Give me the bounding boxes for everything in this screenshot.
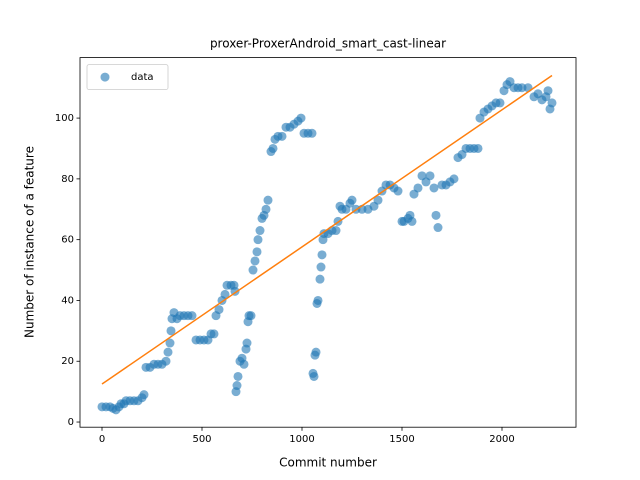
data-point — [316, 262, 326, 272]
data-point — [255, 226, 265, 236]
y-tick-label: 60 — [61, 235, 74, 246]
y-tick-label: 40 — [61, 295, 74, 306]
data-point — [523, 83, 533, 93]
data-point — [220, 289, 230, 299]
data-point — [166, 326, 176, 336]
data-point — [309, 371, 319, 381]
legend-box — [86, 64, 169, 90]
data-point — [248, 265, 258, 275]
legend-label: data — [131, 72, 154, 83]
data-point — [543, 86, 553, 96]
data-point — [239, 359, 249, 369]
data-point — [317, 250, 327, 260]
data-point — [246, 311, 256, 321]
data-point — [253, 235, 263, 245]
x-axis-label: Commit number — [279, 456, 377, 470]
data-point — [261, 204, 271, 214]
data-point — [187, 311, 197, 321]
x-tick-label: 1500 — [389, 434, 414, 445]
y-tick-label: 100 — [55, 113, 74, 124]
data-point — [311, 347, 321, 357]
data-point — [268, 143, 278, 153]
plot-frame — [79, 57, 577, 428]
data-point — [315, 274, 325, 284]
y-axis-label: Number of instance of a feature — [23, 146, 37, 338]
x-tick-label: 500 — [192, 434, 211, 445]
data-point — [242, 338, 252, 348]
data-point — [407, 216, 417, 226]
data-point — [431, 210, 441, 220]
data-point — [277, 131, 287, 141]
data-point — [473, 143, 483, 153]
data-point — [331, 226, 341, 236]
data-point — [250, 256, 260, 266]
data-point — [307, 128, 317, 138]
fit-line — [101, 74, 553, 385]
y-tick-label: 20 — [61, 356, 74, 367]
x-tick-label: 2000 — [489, 434, 514, 445]
data-point — [165, 338, 175, 348]
data-point — [429, 183, 439, 193]
data-point — [547, 98, 557, 108]
data-point — [425, 171, 435, 181]
data-point — [413, 183, 423, 193]
data-point — [347, 195, 357, 205]
data-point — [449, 174, 459, 184]
data-point — [495, 98, 505, 108]
data-point — [296, 113, 306, 123]
data-point — [232, 381, 242, 391]
chart-title: proxer-ProxerAndroid_smart_cast-linear — [210, 37, 446, 51]
data-point — [373, 195, 383, 205]
x-tick-label: 0 — [99, 434, 105, 445]
data-point — [433, 223, 443, 233]
data-point — [263, 195, 273, 205]
y-tick-label: 0 — [68, 417, 74, 428]
data-point — [209, 329, 219, 339]
y-tick-label: 80 — [61, 174, 74, 185]
data-point — [233, 371, 243, 381]
data-point — [393, 186, 403, 196]
data-point — [161, 356, 171, 366]
data-point — [163, 347, 173, 357]
legend-marker — [100, 72, 110, 82]
data-point — [139, 390, 149, 400]
data-point — [214, 305, 224, 315]
x-tick-label: 1000 — [289, 434, 314, 445]
data-point — [313, 295, 323, 305]
data-point — [252, 247, 262, 257]
